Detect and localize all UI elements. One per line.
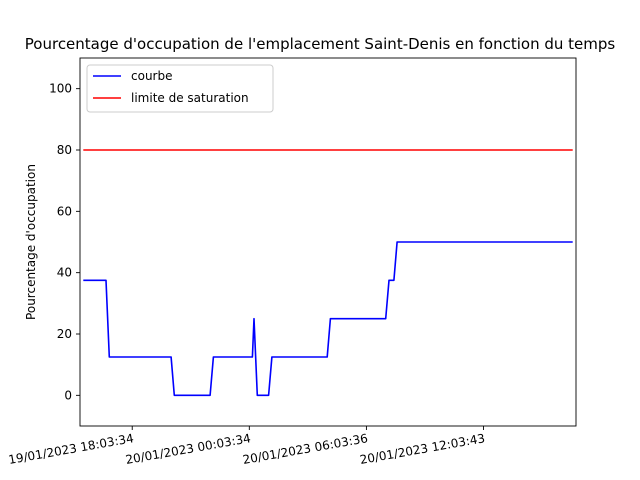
legend: courbe limite de saturation bbox=[86, 64, 274, 113]
plot-area bbox=[79, 57, 577, 427]
y-tick-label: 100 bbox=[49, 82, 72, 96]
y-tick-label: 0 bbox=[64, 388, 72, 402]
series-line-0 bbox=[83, 241, 573, 397]
y-tick-label: 60 bbox=[57, 204, 72, 218]
legend-box bbox=[86, 64, 274, 113]
legend-label: limite de saturation bbox=[131, 91, 249, 105]
x-tick-label: 20/01/2023 00:03:34 bbox=[124, 431, 251, 467]
plot-frame bbox=[79, 57, 577, 427]
legend-label: courbe bbox=[131, 69, 172, 83]
chart-title: Pourcentage d'occupation de l'emplacemen… bbox=[25, 35, 616, 53]
y-axis-label: Pourcentage d'occupation bbox=[24, 164, 38, 320]
x-tick-label: 20/01/2023 12:03:43 bbox=[359, 431, 486, 467]
x-tick-label: 19/01/2023 18:03:34 bbox=[7, 431, 134, 467]
y-tick-label: 80 bbox=[57, 143, 72, 157]
series-layer bbox=[83, 149, 573, 397]
y-axis: 0 20 40 60 80 100 bbox=[49, 82, 80, 402]
y-tick-label: 40 bbox=[57, 266, 72, 280]
y-tick-label: 20 bbox=[57, 327, 72, 341]
x-tick-label: 20/01/2023 06:03:36 bbox=[242, 431, 369, 467]
